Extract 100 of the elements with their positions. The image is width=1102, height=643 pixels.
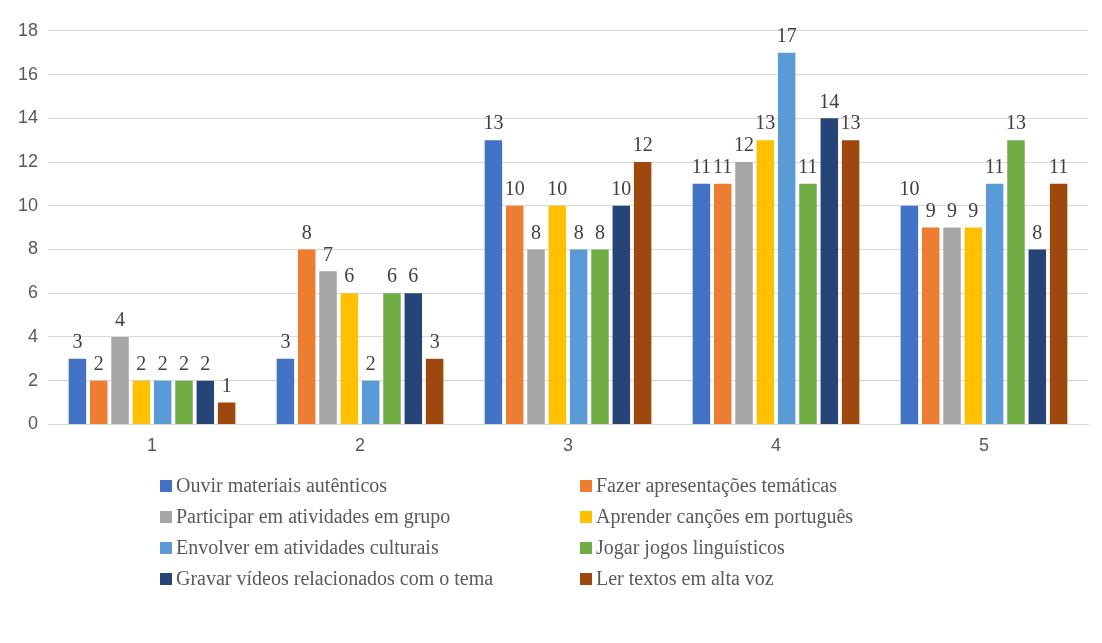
bar: [383, 293, 401, 424]
x-tick-label: 3: [563, 435, 574, 456]
data-label: 11: [798, 155, 818, 178]
bar: [484, 140, 503, 424]
x-tick-label: 2: [355, 435, 366, 456]
bar: [527, 249, 545, 424]
bar: [735, 162, 753, 424]
bar: [276, 358, 295, 424]
data-label: 2: [157, 351, 168, 374]
bar: [404, 293, 423, 424]
data-label: 12: [632, 133, 653, 156]
bar: [900, 205, 919, 424]
data-label: 6: [344, 264, 355, 287]
data-label: 8: [573, 220, 584, 243]
data-label: 11: [1048, 155, 1069, 178]
y-tick-label: 16: [17, 63, 39, 84]
y-tick-label: 2: [28, 369, 39, 390]
legend-label: Ouvir materiais autênticos: [176, 474, 388, 497]
bar: [68, 358, 87, 424]
data-label: 11: [691, 155, 712, 178]
bar: [713, 183, 732, 424]
bar: [153, 380, 172, 424]
data-label: 14: [819, 89, 840, 112]
y-tick-label: 6: [28, 282, 39, 303]
data-label: 2: [136, 351, 147, 374]
data-label: 3: [280, 330, 291, 353]
bar: [964, 227, 983, 424]
bar: [196, 380, 215, 424]
data-label: 9: [947, 198, 958, 221]
data-label: 3: [72, 330, 83, 353]
bar: [217, 402, 236, 424]
data-label: 13: [483, 111, 504, 134]
bar: [985, 183, 1004, 424]
bar: [692, 183, 711, 424]
data-label: 9: [925, 198, 936, 221]
data-label: 2: [179, 351, 189, 374]
data-label: 13: [840, 111, 861, 134]
bar: [175, 380, 193, 424]
data-label: 17: [776, 23, 797, 46]
bar: [548, 205, 567, 424]
y-tick-label: 8: [28, 238, 39, 259]
legend-label: Ler textos em alta voz: [596, 567, 774, 590]
bar: [591, 249, 609, 424]
y-tick-label: 12: [17, 150, 39, 171]
bar: [569, 249, 588, 424]
bar: [361, 380, 380, 424]
data-label: 1: [221, 373, 232, 396]
bar: [297, 249, 316, 424]
bar: [340, 293, 359, 424]
data-label: 8: [594, 220, 605, 243]
legend-label: Aprender canções em português: [596, 505, 854, 528]
legend-label: Fazer apresentações temáticas: [596, 474, 837, 497]
legend-label: Participar em atividades em grupo: [176, 505, 451, 528]
y-tick-label: 18: [17, 19, 39, 40]
data-label: 11: [985, 155, 1005, 178]
data-label: 4: [115, 308, 126, 331]
bar: [777, 52, 796, 424]
legend-label: Envolver em atividades culturais: [176, 536, 439, 559]
data-label: 10: [899, 176, 920, 199]
bar: [799, 183, 817, 424]
data-label: 10: [504, 176, 525, 199]
bar: [505, 205, 524, 424]
legend-label: Jogar jogos linguísticos: [596, 536, 785, 559]
y-tick-label: 10: [17, 194, 39, 215]
y-tick-label: 0: [28, 413, 39, 434]
bar: [841, 140, 860, 424]
data-label: 8: [301, 220, 312, 243]
data-label: 10: [547, 176, 568, 199]
bar: [943, 227, 961, 424]
data-label: 2: [365, 351, 376, 374]
data-label: 8: [531, 220, 542, 243]
data-label: 12: [734, 133, 755, 156]
data-label: 7: [323, 242, 334, 265]
data-label: 6: [408, 264, 419, 287]
bar: [921, 227, 940, 424]
data-label: 2: [93, 351, 104, 374]
bar: [89, 380, 108, 424]
bar: [132, 380, 151, 424]
bar: [633, 162, 652, 424]
legend-label: Gravar vídeos relacionados com o tema: [176, 567, 494, 590]
y-tick-label: 14: [17, 107, 39, 128]
bar: [756, 140, 775, 424]
data-label: 13: [1005, 111, 1026, 134]
data-label: 9: [968, 198, 979, 221]
bar: [319, 271, 337, 424]
bar: [1007, 140, 1025, 424]
bar: [612, 205, 631, 424]
data-label: 2: [200, 351, 211, 374]
bar: [111, 336, 129, 424]
bar: [425, 358, 444, 424]
data-label: 10: [611, 176, 632, 199]
bar: [820, 118, 839, 424]
data-label: 6: [386, 264, 397, 287]
x-tick-label: 4: [771, 435, 782, 456]
x-tick-label: 5: [978, 435, 990, 456]
bar: [1049, 183, 1068, 424]
data-label: 8: [1032, 220, 1043, 243]
x-tick-label: 1: [147, 435, 158, 456]
data-label: 11: [713, 155, 733, 178]
bar: [1028, 249, 1047, 424]
